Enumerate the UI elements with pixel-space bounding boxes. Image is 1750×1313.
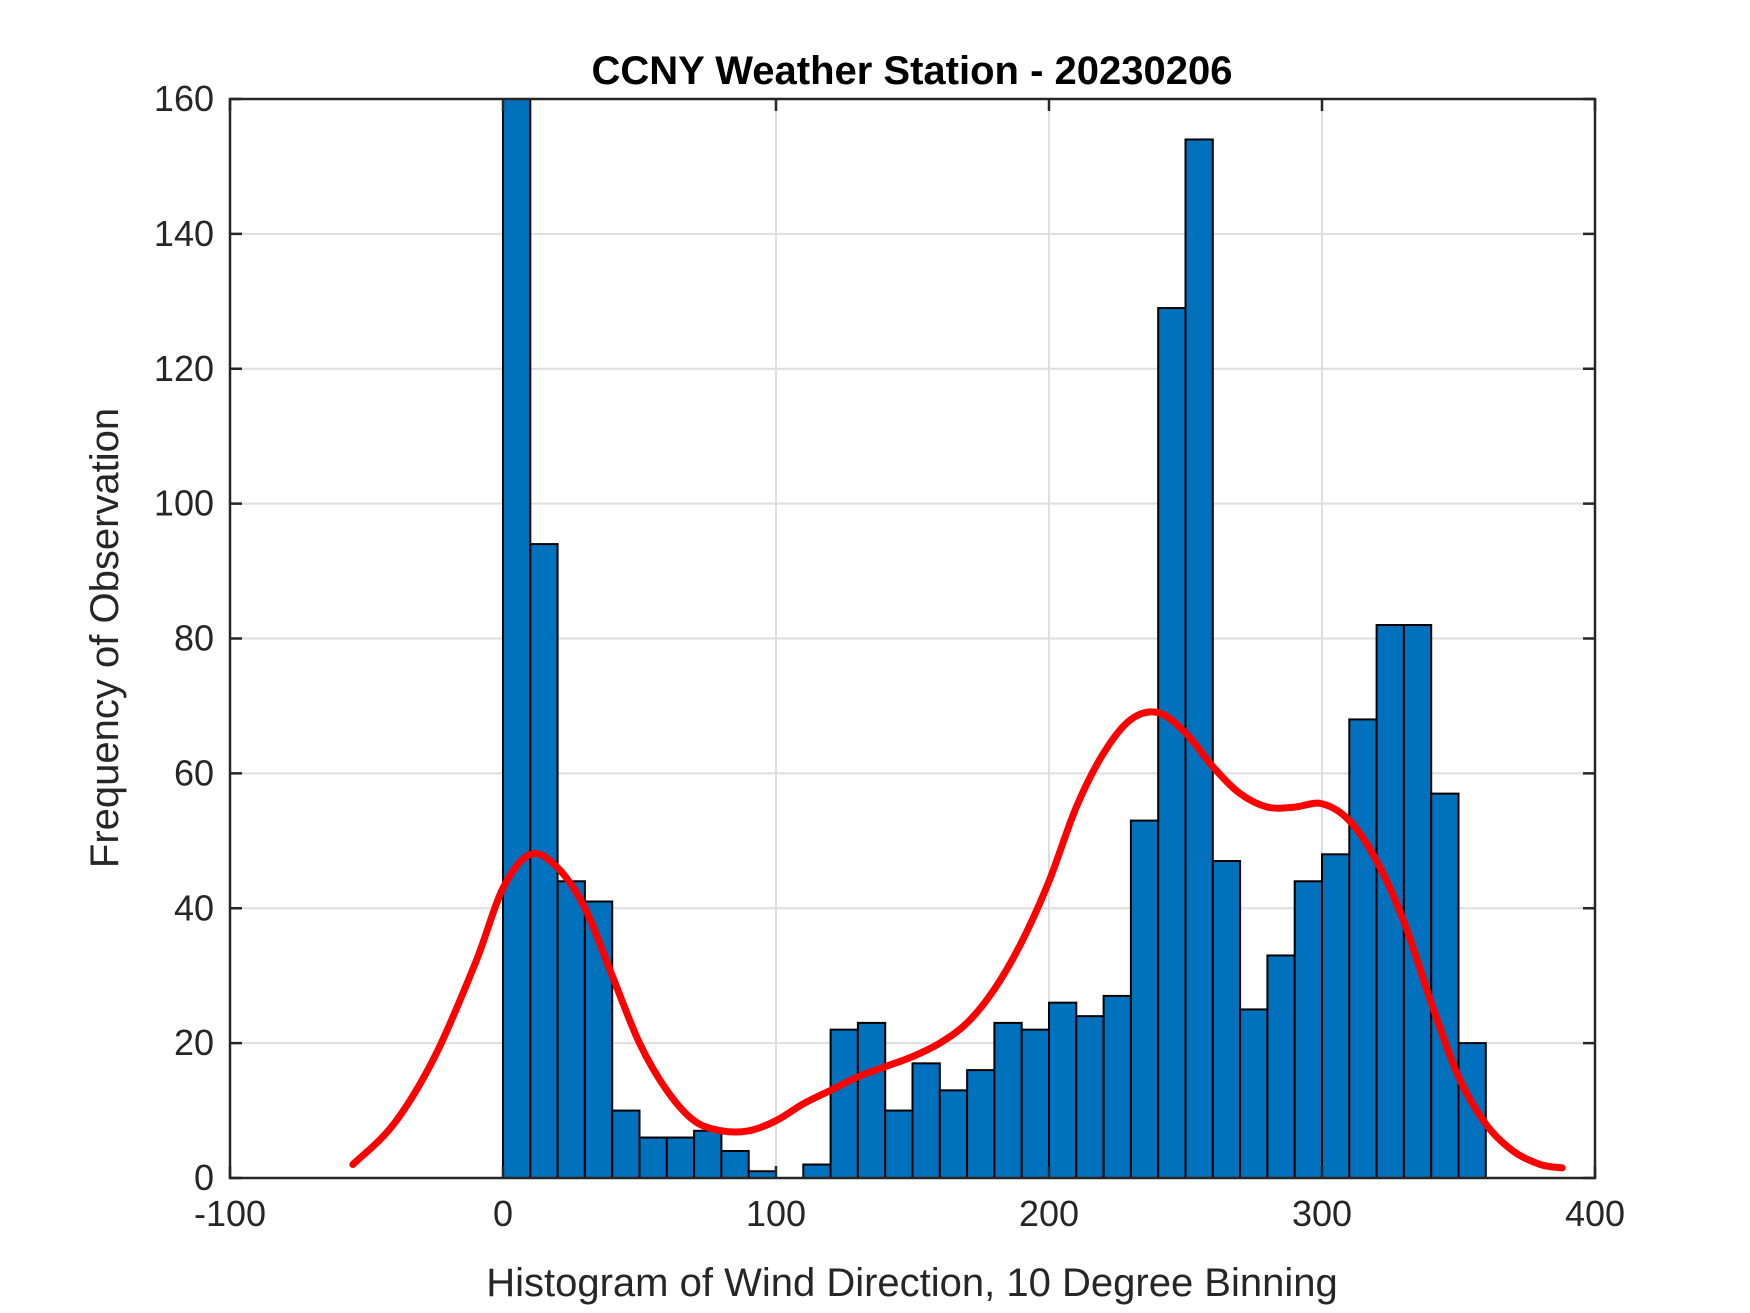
- histogram-bar: [993, 1021, 1023, 1179]
- y-tick-label: 160: [154, 78, 214, 119]
- density-curve: [349, 708, 1566, 1172]
- y-tick-label: 60: [174, 752, 214, 793]
- y-tick-label: 80: [174, 618, 214, 659]
- tick-marks: [228, 97, 1597, 1180]
- y-tick-label: 140: [154, 213, 214, 254]
- histogram-bar: [884, 1109, 914, 1179]
- histogram-bar: [1211, 860, 1242, 1179]
- histogram-bar: [638, 1136, 668, 1179]
- histogram-bar: [1048, 1001, 1078, 1179]
- histogram-bar: [611, 1109, 641, 1179]
- y-tick-label: 40: [174, 887, 214, 928]
- histogram-bar: [1020, 1028, 1051, 1179]
- histogram-bar: [665, 1136, 696, 1179]
- x-tick-label: -100: [194, 1193, 266, 1234]
- histogram-bars: [502, 98, 1487, 1180]
- histogram-bar: [911, 1062, 941, 1179]
- histogram-bar: [502, 98, 532, 1179]
- histogram-bar: [1321, 853, 1351, 1179]
- x-tick-label: 0: [493, 1193, 513, 1234]
- y-tick-label: 20: [174, 1022, 214, 1063]
- y-tick-label: 120: [154, 348, 214, 389]
- x-tick-label: 100: [746, 1193, 806, 1234]
- x-tick-label: 200: [1019, 1193, 1079, 1234]
- histogram-bar: [1129, 819, 1160, 1179]
- histogram-bar: [1430, 792, 1460, 1179]
- histogram-bar: [856, 1021, 887, 1179]
- y-tick-label: 0: [194, 1157, 214, 1198]
- histogram-bar: [1293, 880, 1323, 1180]
- histogram-bar: [829, 1028, 859, 1179]
- x-tick-label: 300: [1292, 1193, 1352, 1234]
- histogram-bar: [1375, 624, 1405, 1179]
- histogram-bar: [1102, 994, 1132, 1180]
- histogram-bar: [1402, 624, 1433, 1179]
- x-tick-label: 400: [1565, 1193, 1625, 1234]
- x-tick-labels: -100 0 100 200 300 400: [194, 1193, 1625, 1234]
- chart-title: CCNY Weather Station - 20230206: [592, 49, 1233, 93]
- histogram-bar: [1239, 1008, 1269, 1179]
- histogram-bar: [1457, 1042, 1487, 1179]
- histogram-bar: [1184, 138, 1214, 1179]
- y-axis-label: Frequency of Observation: [83, 408, 127, 868]
- y-tick-label: 100: [154, 483, 214, 524]
- histogram-bar: [802, 1163, 832, 1179]
- histogram-bar: [556, 880, 586, 1180]
- histogram-bar: [693, 1129, 723, 1179]
- histogram-bar: [720, 1150, 750, 1180]
- histogram-bar: [938, 1089, 969, 1180]
- histogram-bar: [1348, 718, 1378, 1179]
- histogram-bar: [1157, 307, 1187, 1179]
- x-axis-label: Histogram of Wind Direction, 10 Degree B…: [486, 1261, 1338, 1305]
- histogram-bar: [1075, 1015, 1105, 1180]
- y-tick-labels: 0 20 40 60 80 100 120 140 160: [154, 78, 214, 1198]
- histogram-bar: [966, 1069, 996, 1179]
- histogram-bar: [1266, 954, 1296, 1179]
